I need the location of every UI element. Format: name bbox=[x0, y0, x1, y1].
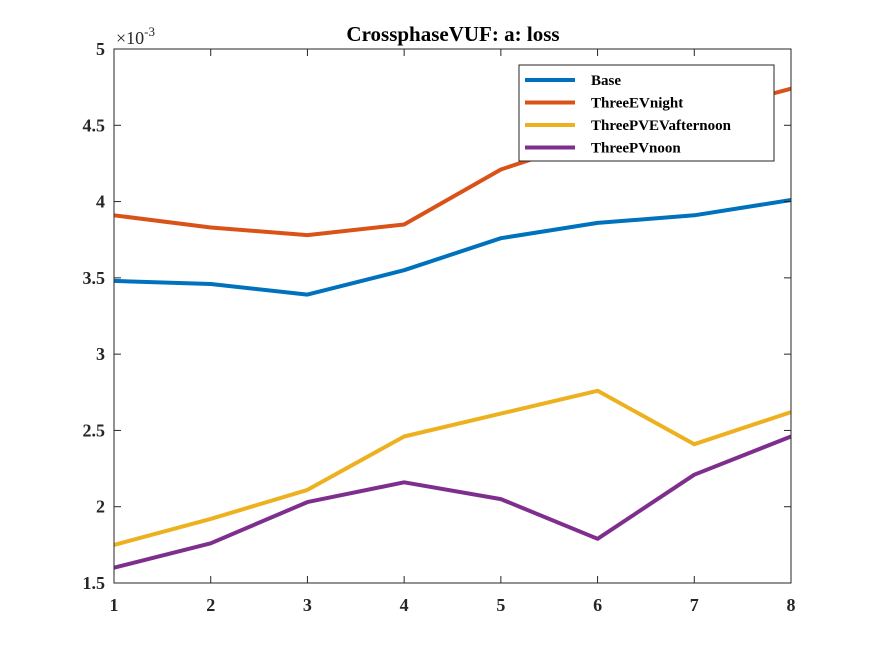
y-tick-label: 2.5 bbox=[83, 420, 106, 440]
legend-label-2: ThreePVEVafternoon bbox=[591, 118, 732, 134]
y-tick-label: 3 bbox=[96, 344, 105, 364]
x-tick-label: 2 bbox=[206, 595, 215, 615]
legend: Base ThreeEVnight ThreePVEVafternoon ThreeP… bbox=[518, 64, 775, 162]
legend-label-3: ThreePVnoon bbox=[591, 141, 681, 157]
x-tick-label: 5 bbox=[496, 595, 505, 615]
x-tick-label: 4 bbox=[400, 595, 409, 615]
y-exponent-base: ×10 bbox=[116, 28, 144, 48]
chart-title: CrossphaseVUF: a: loss bbox=[346, 22, 559, 46]
y-tick-label: 1.5 bbox=[83, 573, 106, 593]
x-axis: 1 2 3 4 5 6 7 8 bbox=[110, 49, 796, 615]
y-tick-label: 4.5 bbox=[83, 115, 106, 135]
series-line-3 bbox=[113, 434, 792, 570]
x-tick-label: 8 bbox=[787, 595, 796, 615]
y-tick-label: 4 bbox=[96, 192, 105, 212]
x-tick-label: 6 bbox=[593, 595, 602, 615]
series-line-2 bbox=[113, 388, 792, 547]
x-tick-label: 3 bbox=[303, 595, 312, 615]
y-exponent-power: -3 bbox=[144, 24, 155, 39]
y-tick-label: 3.5 bbox=[83, 268, 106, 288]
y-exponent-label: ×10-3 bbox=[116, 24, 155, 48]
y-tick-label: 5 bbox=[96, 39, 105, 59]
x-tick-label: 1 bbox=[110, 595, 119, 615]
legend-label-0: Base bbox=[591, 73, 621, 89]
legend-label-1: ThreeEVnight bbox=[591, 96, 683, 112]
series-line-0 bbox=[113, 198, 792, 297]
plot-area-frame bbox=[113, 48, 792, 584]
y-tick-label: 2 bbox=[96, 497, 105, 517]
y-axis: 1.5 2 2.5 3 3.5 4 4.5 5 bbox=[83, 39, 791, 593]
x-tick-label: 7 bbox=[690, 595, 699, 615]
